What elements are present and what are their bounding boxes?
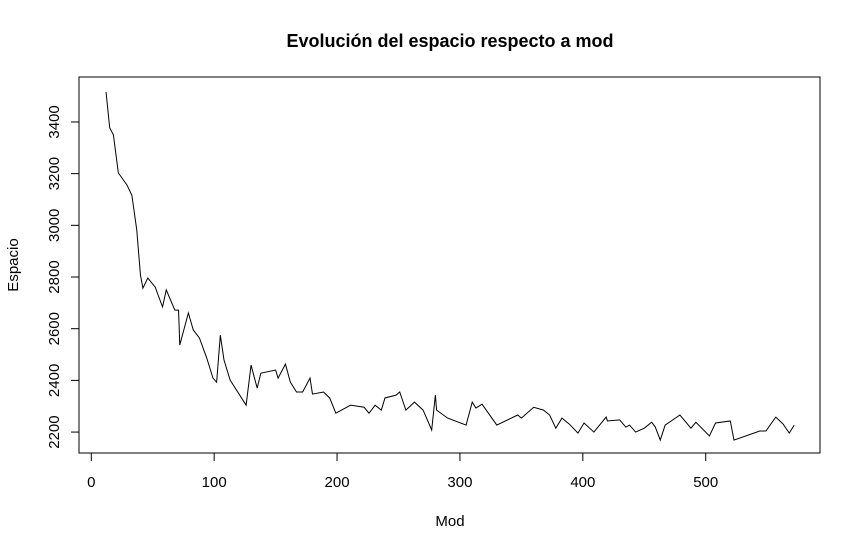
y-tick-label: 2600: [46, 312, 63, 345]
y-axis-label: Espacio: [5, 238, 22, 291]
x-axis-label: Mod: [435, 513, 464, 530]
x-tick-label: 100: [202, 474, 227, 491]
x-tick-label: 400: [570, 474, 595, 491]
x-tick-label: 300: [447, 474, 472, 491]
y-tick-label: 2800: [46, 260, 63, 293]
x-tick-label: 500: [693, 474, 718, 491]
y-tick-label: 3000: [46, 209, 63, 242]
x-tick-label: 0: [87, 474, 95, 491]
y-tick-label: 2400: [46, 364, 63, 397]
x-tick-label: 200: [325, 474, 350, 491]
y-tick-label: 2200: [46, 415, 63, 448]
y-tick-label: 3200: [46, 157, 63, 190]
data-line: [105, 91, 795, 442]
y-tick-label: 3400: [46, 105, 63, 138]
chart-title: Evolución del espacio respecto a mod: [286, 31, 613, 51]
